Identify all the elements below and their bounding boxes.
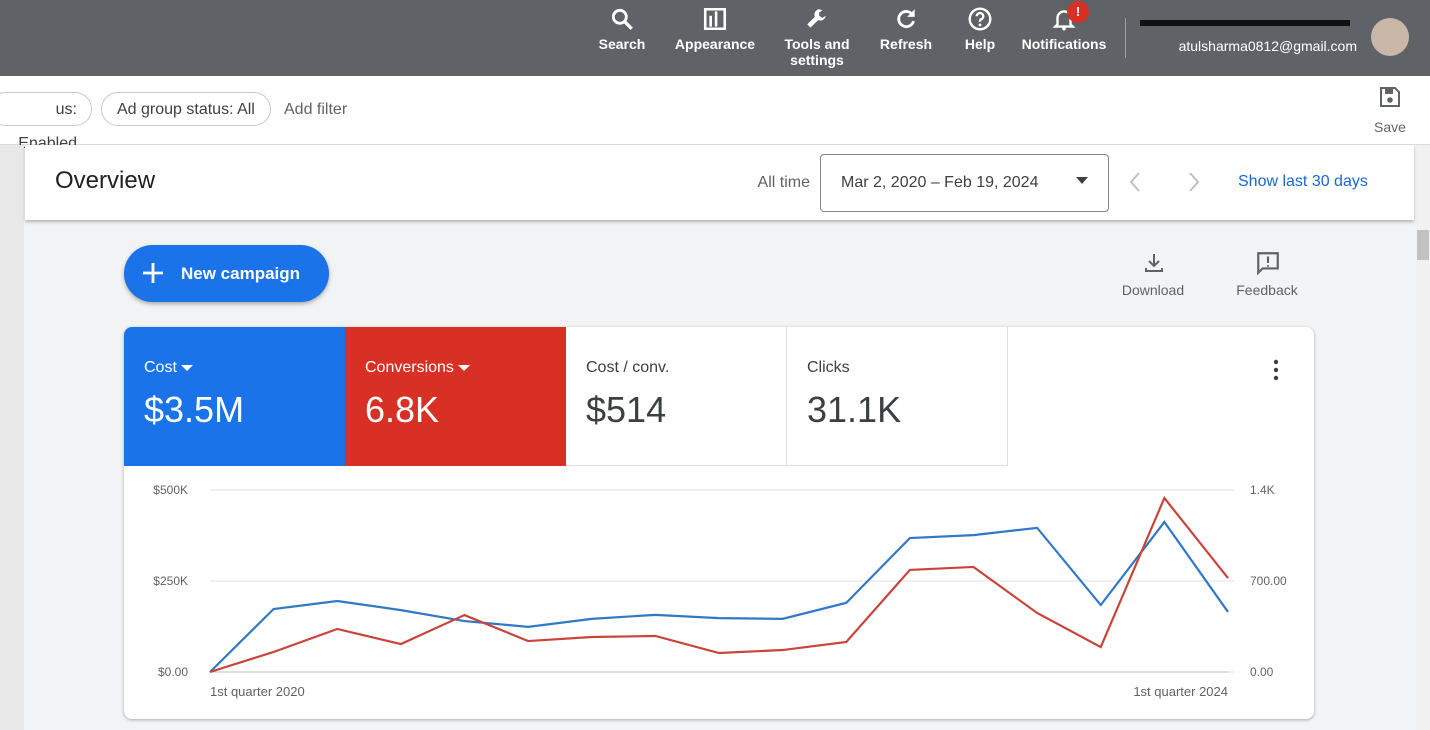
divider <box>1125 18 1126 58</box>
metric-value: $514 <box>586 389 766 431</box>
nav-tools[interactable]: Tools and settings <box>777 6 857 68</box>
nav-label: Tools and settings <box>784 36 849 68</box>
metric-label: Conversions <box>365 359 454 376</box>
y-tick-label: $0.00 <box>158 665 188 679</box>
button-label: New campaign <box>181 264 300 284</box>
scrollbar <box>1416 145 1430 730</box>
download-label[interactable]: Download <box>1103 282 1203 298</box>
metric-value: 6.8K <box>365 389 546 431</box>
dropdown-arrow <box>1076 177 1088 185</box>
show-last-30[interactable]: Show last 30 days <box>1238 173 1368 191</box>
account-email: atulsharma0812@gmail.com <box>1179 38 1357 54</box>
overview-header: Overview All time Mar 2, 2020 – Feb 19, … <box>25 145 1414 220</box>
metric-label: Cost / conv. <box>586 359 766 377</box>
metric-tile[interactable]: Clicks 31.1K <box>787 327 1008 466</box>
nav-label: Help <box>965 36 995 52</box>
side-strip <box>0 145 24 730</box>
filter-bar: us: Enabled Ad group status: All Add fil… <box>0 76 1430 145</box>
feedback-label[interactable]: Feedback <box>1217 282 1317 298</box>
next-arrow[interactable] <box>1187 171 1201 193</box>
plus-icon <box>142 262 164 284</box>
x-tick-label: 1st quarter 2024 <box>1133 684 1228 699</box>
dropdown-arrow <box>458 364 470 372</box>
range-label: All time <box>758 174 810 192</box>
dropdown-arrow <box>181 364 193 372</box>
filter-chip[interactable]: Ad group status: All <box>101 92 271 126</box>
top-bar: Search Appearance Tools and settings Ref… <box>0 0 1430 76</box>
nav-label: Search <box>599 36 646 52</box>
metric-tile[interactable]: Cost $3.5M <box>124 327 345 466</box>
feedback-icon[interactable] <box>1255 250 1281 276</box>
metric-tile[interactable]: Conversions 6.8K <box>345 327 566 466</box>
metric-tile[interactable]: Cost / conv. $514 <box>566 327 787 466</box>
avatar[interactable] <box>1371 18 1409 56</box>
metric-value: $3.5M <box>144 389 325 431</box>
nav-appearance[interactable]: Appearance <box>660 6 770 52</box>
download-icon[interactable] <box>1142 251 1166 275</box>
metric-value: 31.1K <box>807 389 987 431</box>
series-line <box>210 522 1228 672</box>
nav-label: Appearance <box>675 36 755 52</box>
more-menu[interactable] <box>1270 359 1282 381</box>
date-picker[interactable]: Mar 2, 2020 – Feb 19, 2024 <box>820 154 1109 212</box>
metric-label: Clicks <box>807 359 987 377</box>
notification-badge: ! <box>1067 1 1089 23</box>
save-icon[interactable] <box>1378 85 1402 109</box>
series-line <box>210 498 1228 672</box>
redacted-name <box>1140 20 1350 26</box>
x-tick-label: 1st quarter 2020 <box>210 684 305 699</box>
chart: $0.00 $250K $500K 0.00 700.00 1.4K 1st quarter… <box>124 466 1314 716</box>
add-filter[interactable]: Add filter <box>284 101 347 119</box>
date-range: Mar 2, 2020 – Feb 19, 2024 <box>841 174 1038 192</box>
y2-tick-label: 700.00 <box>1250 574 1287 588</box>
new-campaign-button[interactable]: New campaign <box>124 245 329 302</box>
page-title: Overview <box>55 167 155 195</box>
y-tick-label: $500K <box>153 483 188 497</box>
y2-tick-label: 0.00 <box>1250 665 1274 679</box>
nav-label: Notifications <box>1022 36 1107 52</box>
filter-chip[interactable]: us: Enabled <box>0 92 92 126</box>
metric-label: Cost <box>144 359 177 376</box>
prev-arrow[interactable] <box>1128 171 1142 193</box>
y2-tick-label: 1.4K <box>1250 483 1275 497</box>
save-label[interactable]: Save <box>1370 119 1410 135</box>
y-tick-label: $250K <box>153 574 188 588</box>
nav-notifications[interactable]: Notifications <box>1009 6 1119 52</box>
